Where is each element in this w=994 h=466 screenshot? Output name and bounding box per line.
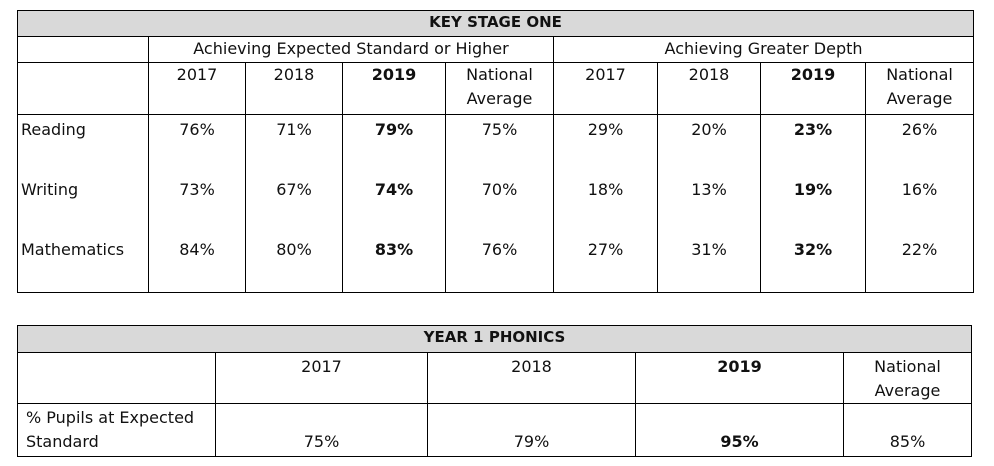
ks1-national-average-header: National Average bbox=[445, 62, 554, 115]
ks1-empty-subject-header bbox=[17, 62, 149, 115]
phonics-title: YEAR 1 PHONICS bbox=[16, 325, 973, 353]
header-line: National bbox=[874, 357, 941, 376]
data-cell: 22% bbox=[864, 235, 975, 293]
year-1-phonics-table: YEAR 1 PHONICS 2017 2018 2019 National Av… bbox=[16, 325, 973, 457]
data-cell: 73% bbox=[148, 175, 246, 235]
data-cell: 23% bbox=[760, 114, 866, 175]
table-row: Writing 73% 67% 74% 70% 18% 13% 19% 16% bbox=[17, 175, 975, 235]
ks1-year-header: 2019 bbox=[342, 62, 446, 115]
data-cell: 83% bbox=[342, 235, 446, 293]
data-cell: 18% bbox=[553, 175, 658, 235]
data-cell: 80% bbox=[245, 235, 343, 293]
data-cell: 79% bbox=[342, 114, 446, 175]
subject-label: Reading bbox=[17, 114, 149, 175]
ks1-empty-corner bbox=[17, 36, 149, 63]
header-line: Average bbox=[874, 381, 941, 400]
data-cell: 75% bbox=[445, 114, 554, 175]
phonics-empty-corner bbox=[17, 352, 216, 404]
table-row: Reading 76% 71% 79% 75% 29% 20% 23% 26% bbox=[17, 114, 975, 175]
data-cell: 13% bbox=[657, 175, 761, 235]
ks1-year-header: 2017 bbox=[148, 62, 246, 115]
data-cell: 75% bbox=[215, 403, 428, 457]
data-cell: 19% bbox=[760, 175, 866, 235]
phonics-year-header: 2017 bbox=[215, 352, 428, 404]
data-cell: 79% bbox=[427, 403, 636, 457]
data-cell: 32% bbox=[760, 235, 866, 293]
data-cell: 67% bbox=[245, 175, 343, 235]
label-line: % Pupils at Expected bbox=[26, 408, 195, 427]
subject-label: Mathematics bbox=[17, 235, 149, 293]
header-line: National bbox=[886, 65, 953, 84]
ks1-year-header: 2019 bbox=[760, 62, 866, 115]
data-cell: 74% bbox=[342, 175, 446, 235]
subject-label: Writing bbox=[17, 175, 149, 235]
data-cell: 26% bbox=[864, 114, 975, 175]
phonics-year-header: 2018 bbox=[427, 352, 636, 404]
data-cell: 84% bbox=[148, 235, 246, 293]
ks1-group-expected: Achieving Expected Standard or Higher bbox=[148, 36, 554, 63]
header-line: Average bbox=[466, 89, 533, 108]
header-line: National bbox=[466, 65, 533, 84]
data-cell: 95% bbox=[635, 403, 844, 457]
data-cell: 85% bbox=[842, 403, 973, 457]
label-line: Standard bbox=[26, 432, 99, 451]
ks1-national-average-header: National Average bbox=[864, 62, 975, 115]
ks1-year-header: 2017 bbox=[553, 62, 658, 115]
data-cell: 70% bbox=[445, 175, 554, 235]
data-cell: 16% bbox=[864, 175, 975, 235]
key-stage-one-table: KEY STAGE ONE Achieving Expected Standar… bbox=[16, 10, 975, 293]
table-row: % Pupils at Expected Standard 75% 79% 95%… bbox=[17, 403, 973, 457]
data-cell: 20% bbox=[657, 114, 761, 175]
table-row: Mathematics 84% 80% 83% 76% 27% 31% 32% … bbox=[17, 235, 975, 293]
phonics-row-label: % Pupils at Expected Standard bbox=[17, 403, 216, 457]
data-cell: 29% bbox=[553, 114, 658, 175]
phonics-year-header: 2019 bbox=[635, 352, 844, 404]
phonics-national-average-header: National Average bbox=[842, 352, 973, 404]
data-cell: 76% bbox=[445, 235, 554, 293]
header-line: Average bbox=[886, 89, 953, 108]
ks1-year-header: 2018 bbox=[657, 62, 761, 115]
ks1-year-header: 2018 bbox=[245, 62, 343, 115]
data-cell: 71% bbox=[245, 114, 343, 175]
data-cell: 76% bbox=[148, 114, 246, 175]
data-cell: 31% bbox=[657, 235, 761, 293]
ks1-group-greater: Achieving Greater Depth bbox=[552, 36, 975, 63]
data-cell: 27% bbox=[553, 235, 658, 293]
ks1-title: KEY STAGE ONE bbox=[16, 10, 975, 37]
